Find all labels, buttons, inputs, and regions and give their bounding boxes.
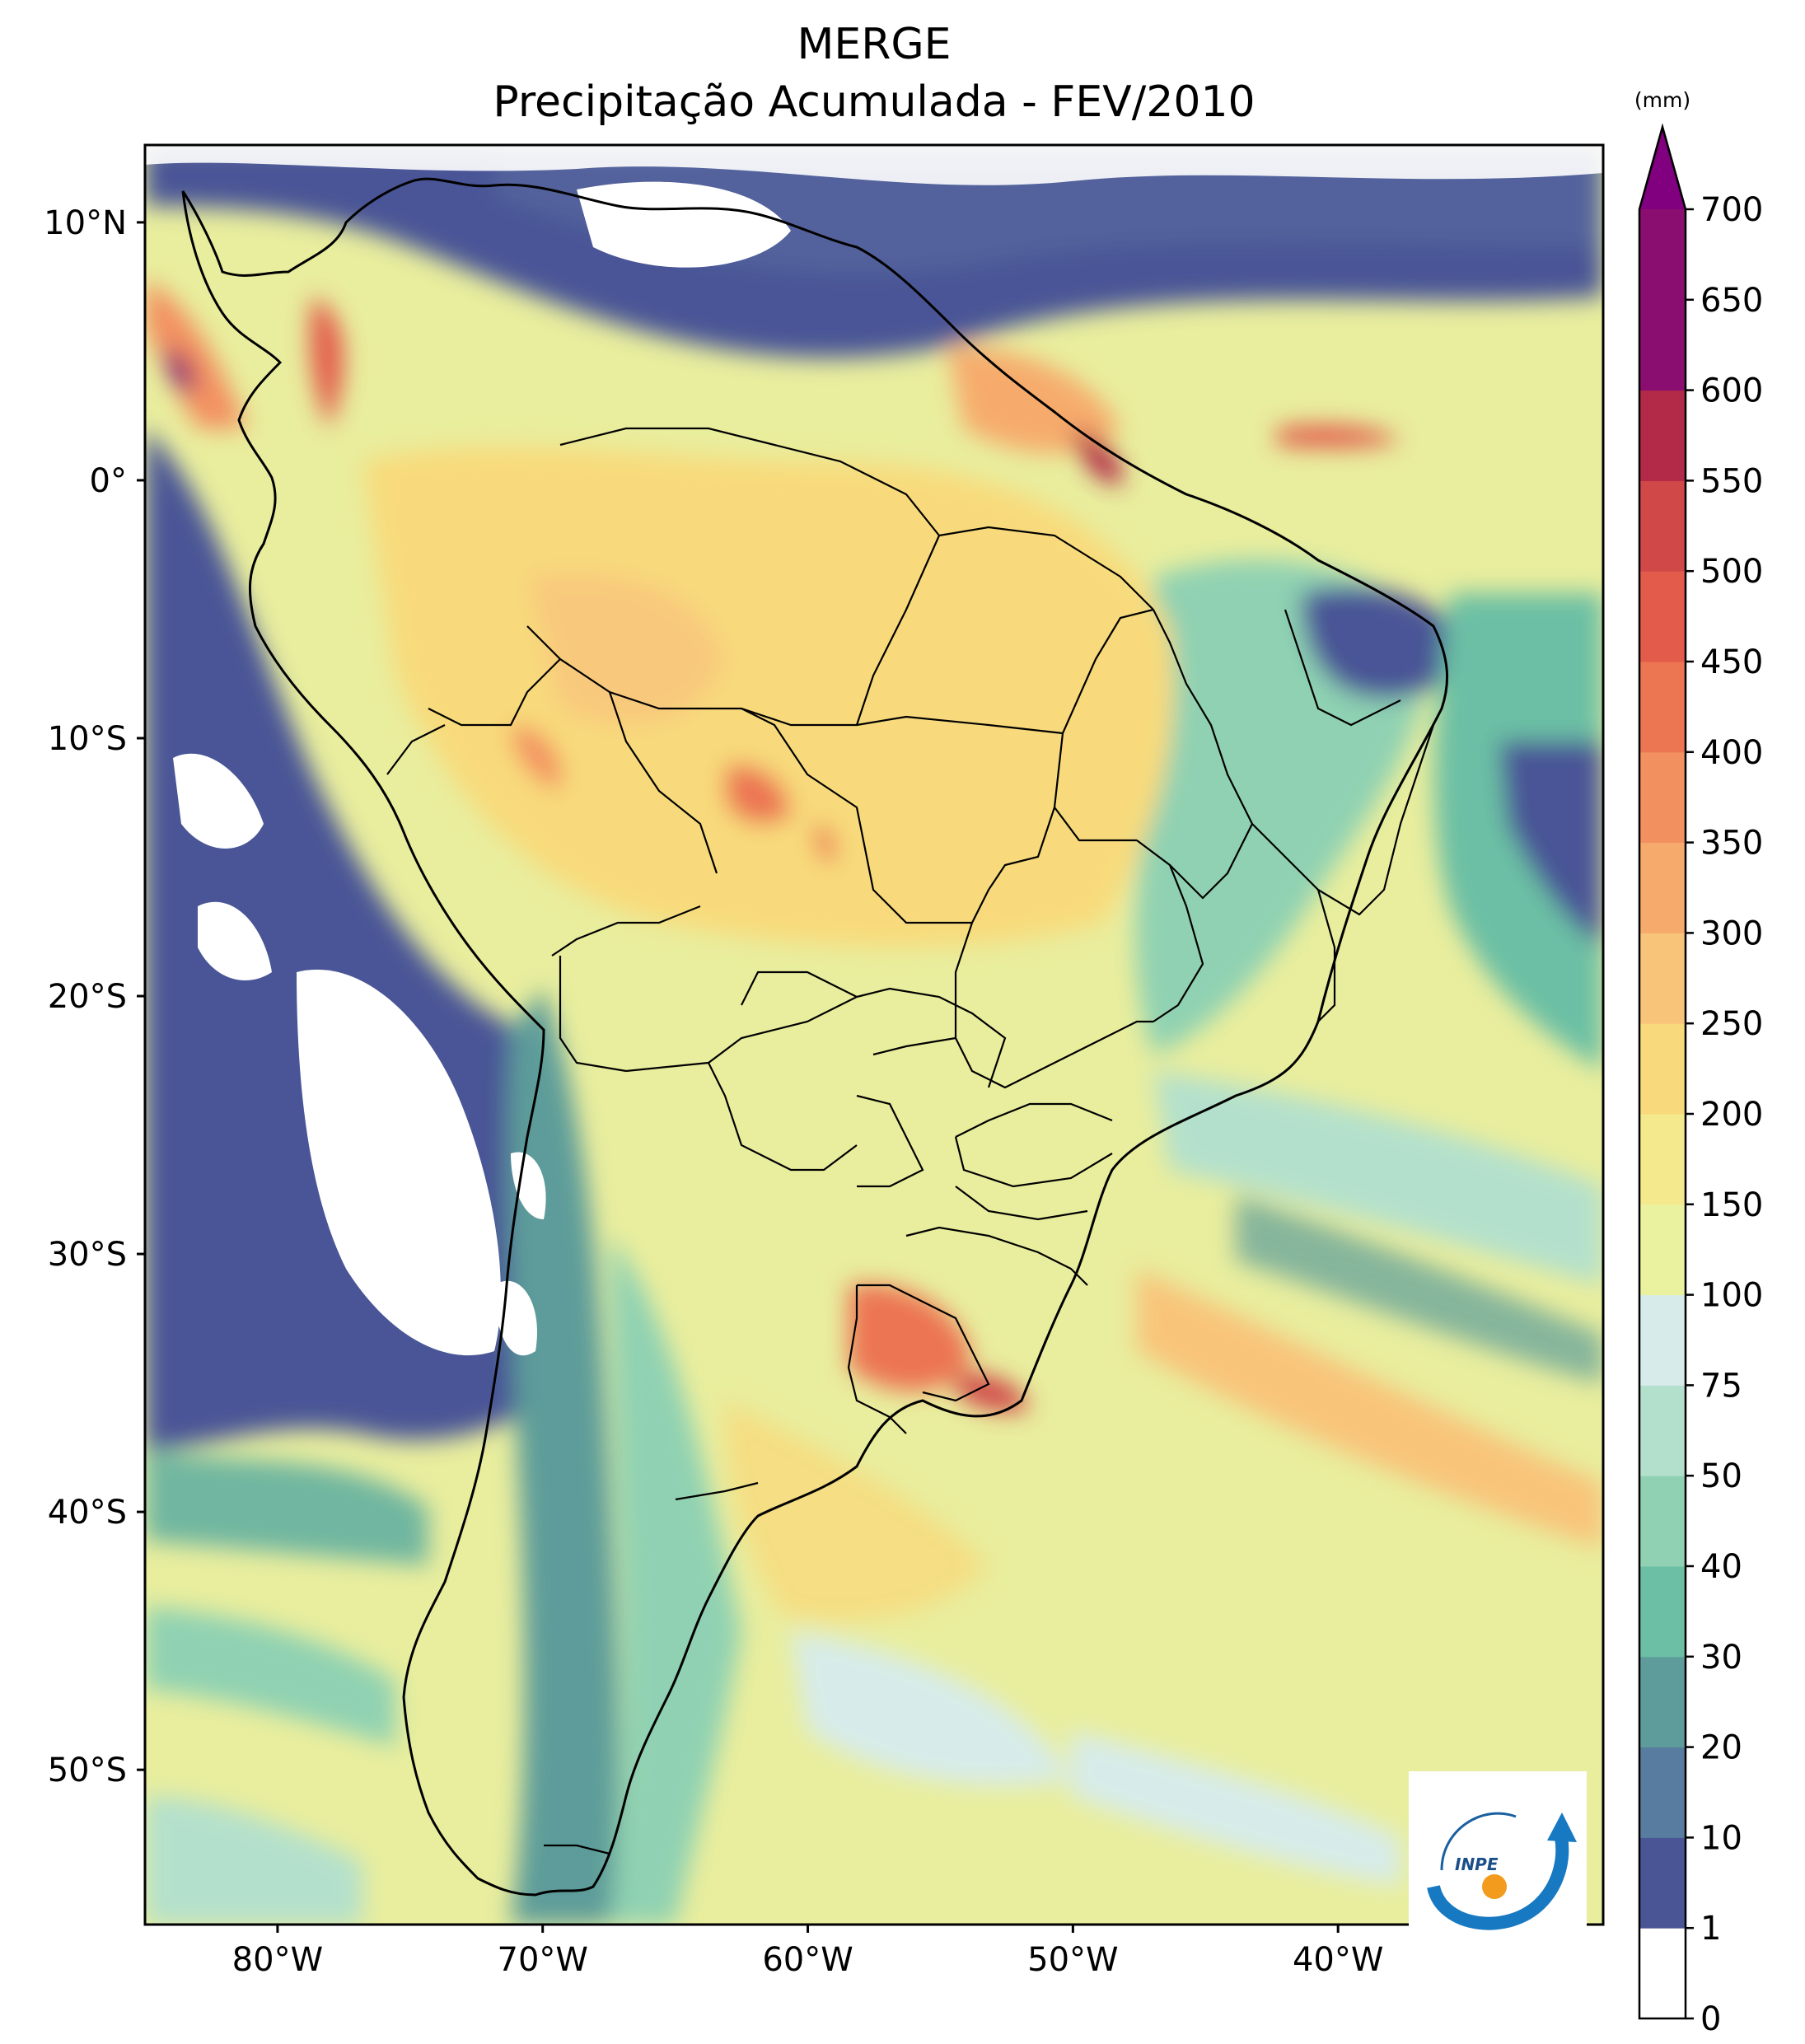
colorbar-tick-label: 30 [1700,1639,1742,1677]
state-borders [386,427,1435,1855]
precipitation-field [145,145,1603,1925]
lat-tick-label: 40°S [48,1494,127,1532]
map-subtitle: Precipitação Acumulada - FEV/2010 [493,77,1256,127]
colorbar-tick-label: 700 [1700,191,1763,229]
colorbar: 0 1 10 20 30 40 50 75 100 150 200 250 300 350 400 450 50… [1638,123,1763,2038]
lon-tick-label: 80°W [232,1941,323,1979]
colorbar-tick-label: 200 [1700,1096,1763,1134]
longitude-axis: 80°W 70°W 60°W 50°W 40°W [232,1925,1383,1979]
coastlines [181,177,1448,1897]
colorbar-bin [1639,1385,1686,1476]
lat-tick-label: 50°S [48,1752,127,1789]
lat-tick-label: 20°S [48,978,127,1016]
colorbar-bin [1639,933,1686,1024]
colorbar-tick-label: 300 [1700,914,1763,952]
colorbar-tick-label: 100 [1700,1277,1763,1315]
lon-tick-label: 70°W [498,1941,588,1979]
colorbar-bin [1639,209,1686,301]
colorbar-extension [1639,127,1686,209]
colorbar-bin [1639,480,1686,572]
colorbar-tick-label: 1 [1700,1910,1721,1948]
colorbar-bin [1639,662,1686,753]
colorbar-bin [1639,842,1686,933]
colorbar-bin [1639,571,1686,662]
colorbar-bin [1639,751,1686,844]
colorbar-tick-label: 500 [1700,553,1763,591]
colorbar-bin [1639,390,1686,481]
colorbar-bin [1639,1747,1686,1838]
map-title: MERGE [797,20,952,69]
lon-tick-label: 50°W [1027,1941,1118,1979]
colorbar-tick-label: 10 [1700,1819,1742,1857]
colorbar-tick-label: 350 [1700,825,1763,863]
colorbar-bin [1639,1837,1686,1929]
colorbar-tick-label: 40 [1700,1548,1742,1586]
latitude-axis: 10°N 0° 10°S 20°S 30°S 40°S 50°S [44,204,145,1789]
colorbar-tick-label: 75 [1700,1367,1742,1405]
lat-tick-label: 10°N [44,204,127,242]
lat-tick-label: 10°S [48,720,127,758]
map-frame [143,143,1605,1926]
colorbar-bin [1639,1114,1686,1205]
colorbar-bin [1639,1656,1686,1748]
lon-tick-label: 60°W [762,1941,853,1979]
inpe-logo: INPE [1409,1771,1587,1943]
colorbar-bin [1639,1294,1686,1386]
colorbar-unit: (mm) [1634,88,1690,112]
colorbar-tick-label: 650 [1700,282,1763,320]
colorbar-tick-label: 600 [1700,372,1763,410]
colorbar-bin [1639,1566,1686,1658]
colorbar-tick-label: 50 [1700,1457,1742,1495]
colorbar-bin [1639,1204,1686,1296]
colorbar-tick-label: 0 [1700,2000,1721,2038]
colorbar-tick-label: 400 [1700,734,1763,772]
colorbar-tick-label: 150 [1700,1186,1763,1224]
colorbar-bin [1639,1928,1686,2019]
lat-tick-label: 30°S [48,1236,127,1274]
dry-patches [145,145,1603,1356]
colorbar-tick-label: 450 [1700,643,1763,681]
colorbar-bin [1639,299,1686,391]
logo-text: INPE [1455,1855,1499,1874]
colorbar-tick-label: 550 [1700,462,1763,500]
colorbar-tick-label: 250 [1700,1005,1763,1043]
colorbar-tick-label: 20 [1700,1729,1742,1767]
lon-tick-label: 40°W [1293,1941,1383,1979]
lat-tick-label: 0° [90,462,127,500]
colorbar-bin [1639,1476,1686,1567]
colorbar-bin [1639,1023,1686,1115]
